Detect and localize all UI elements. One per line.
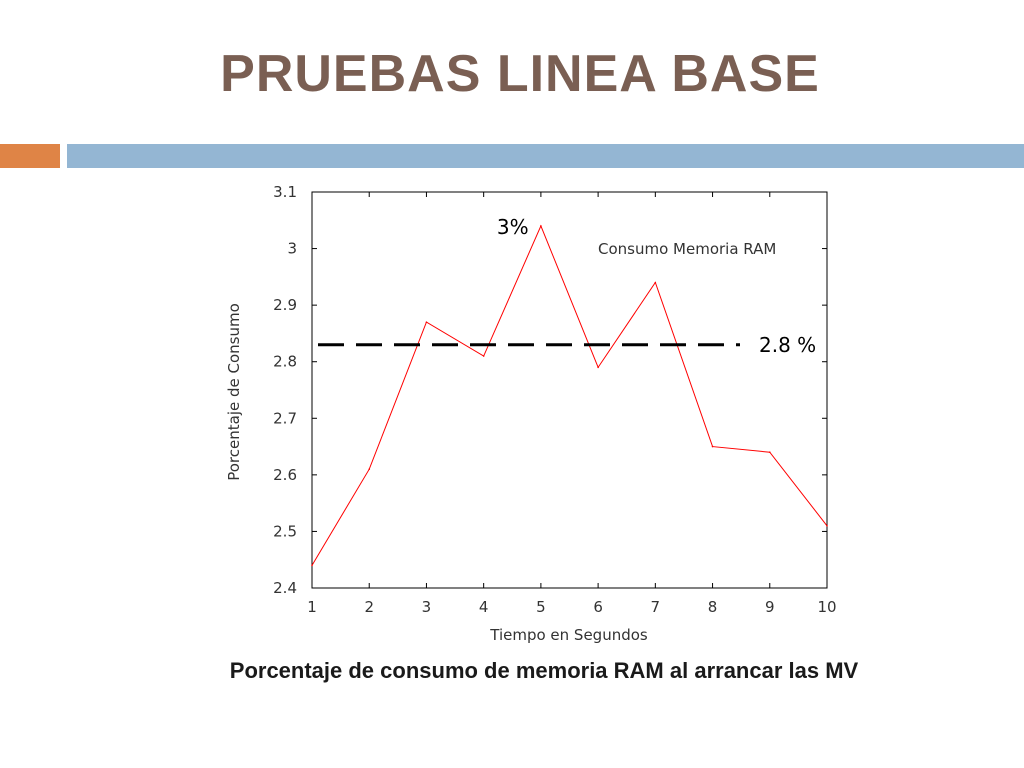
x-tick-label: 9 <box>765 598 775 616</box>
y-tick-label: 2.6 <box>273 466 297 484</box>
accent-bar <box>0 144 60 168</box>
header-bar <box>67 144 1024 168</box>
x-tick-label: 10 <box>817 598 836 616</box>
data-point <box>711 445 714 448</box>
y-axis-label: Porcentaje de Consumo <box>225 303 243 481</box>
data-point <box>768 451 771 454</box>
series-line-consumo <box>311 224 828 566</box>
y-axis-ticks: 2.4 2.5 2.6 2.7 2.8 2.9 3 3.1 <box>273 183 827 597</box>
data-point <box>826 524 828 527</box>
data-point <box>311 564 313 567</box>
slide-title: PRUEBAS LINEA BASE <box>220 45 820 103</box>
data-point <box>540 225 542 227</box>
y-tick-label: 2.4 <box>273 579 297 597</box>
y-tick-label: 3 <box>287 240 297 258</box>
x-tick-label: 2 <box>364 598 374 616</box>
reference-line-label: 2.8 % <box>759 333 816 357</box>
x-axis-ticks: 1 2 3 4 5 6 7 8 9 10 <box>307 192 837 616</box>
peak-annotation: 3% <box>497 215 529 239</box>
y-tick-label: 2.5 <box>273 522 297 540</box>
x-tick-label: 1 <box>307 598 317 616</box>
x-tick-label: 6 <box>593 598 603 616</box>
data-point <box>368 468 371 471</box>
data-point <box>425 321 428 323</box>
y-tick-label: 2.9 <box>273 296 297 314</box>
x-tick-label: 3 <box>422 598 432 616</box>
plot-frame <box>311 191 828 589</box>
y-tick-label: 2.8 <box>273 353 297 371</box>
slide-caption: Porcentaje de consumo de memoria RAM al … <box>229 658 859 683</box>
x-axis-label: Tiempo en Segundos <box>489 626 648 644</box>
y-tick-label: 2.7 <box>273 409 297 427</box>
data-point <box>482 355 485 357</box>
x-tick-label: 7 <box>651 598 661 616</box>
data-point <box>597 366 599 369</box>
y-tick-label: 3.1 <box>273 183 297 201</box>
x-tick-label: 8 <box>708 598 718 616</box>
series-points <box>311 225 828 567</box>
legend-label: Consumo Memoria RAM <box>598 240 776 258</box>
x-tick-label: 5 <box>536 598 546 616</box>
x-tick-label: 4 <box>479 598 489 616</box>
data-point <box>654 281 657 284</box>
